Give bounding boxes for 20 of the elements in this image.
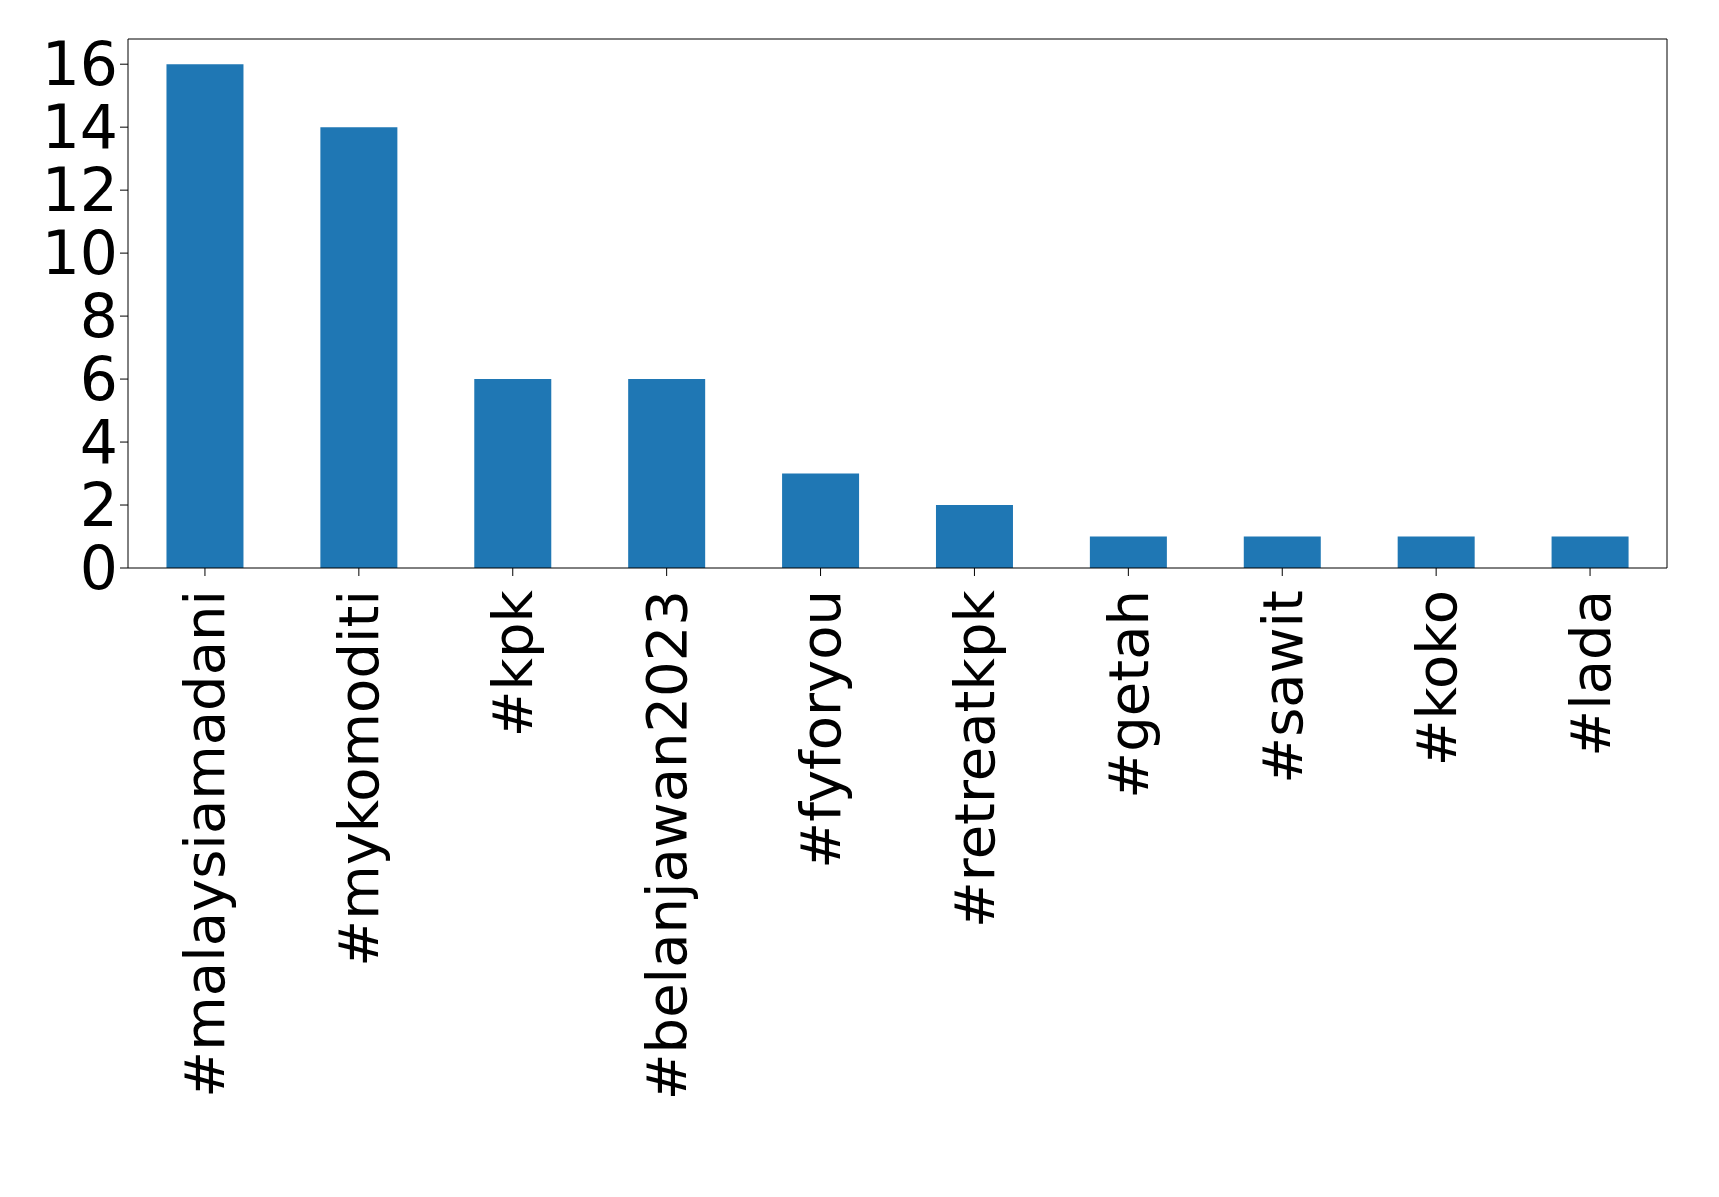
bar xyxy=(782,473,860,568)
bar xyxy=(1243,536,1321,568)
x-tick-label: #koko xyxy=(1403,590,1469,767)
x-tick-label: #malaysiamadani xyxy=(172,590,238,1098)
bar xyxy=(320,127,398,568)
bar xyxy=(1397,536,1475,568)
x-tick-label: #kpk xyxy=(480,589,546,738)
x-tick-label: #retreatkpk xyxy=(941,589,1007,929)
x-tick-label: #mykomoditi xyxy=(326,590,392,967)
bar xyxy=(628,379,706,568)
bar xyxy=(474,379,552,568)
bar xyxy=(1089,536,1167,568)
x-tick-label: #lada xyxy=(1557,590,1623,757)
x-tick-label: #fyforyou xyxy=(788,590,854,869)
x-tick-label: #getah xyxy=(1095,590,1161,799)
bar xyxy=(935,505,1013,568)
x-tick-label: #sawit xyxy=(1249,590,1315,784)
x-tick-label: #belanjawan2023 xyxy=(634,590,700,1101)
bar xyxy=(1551,536,1629,568)
bar xyxy=(166,64,244,568)
